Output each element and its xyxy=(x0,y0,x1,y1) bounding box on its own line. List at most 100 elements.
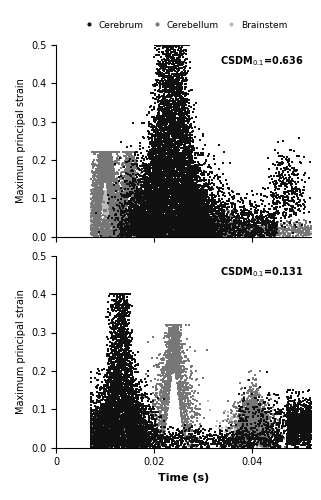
Point xyxy=(126,376,131,384)
Point xyxy=(196,205,201,213)
Point xyxy=(176,378,181,386)
Point xyxy=(301,411,306,419)
Point xyxy=(94,190,99,198)
Point xyxy=(88,430,93,438)
Point xyxy=(141,201,146,209)
Point xyxy=(106,416,111,424)
Point xyxy=(146,230,152,238)
Point xyxy=(129,334,134,342)
Point xyxy=(104,159,109,167)
Point xyxy=(98,418,103,426)
Point xyxy=(186,178,191,186)
Point xyxy=(166,179,171,187)
Point xyxy=(109,201,114,209)
Point xyxy=(162,422,167,430)
Point xyxy=(97,166,102,173)
Point xyxy=(121,290,126,298)
Point xyxy=(104,186,109,194)
Point xyxy=(178,215,183,223)
Point xyxy=(91,218,96,226)
Point xyxy=(305,416,310,424)
Point xyxy=(248,403,253,411)
Point xyxy=(152,228,157,236)
Point xyxy=(165,220,170,228)
Point xyxy=(136,224,142,232)
Point xyxy=(121,214,126,222)
Point xyxy=(187,425,192,433)
Point xyxy=(88,200,93,208)
Point xyxy=(173,342,178,350)
Point xyxy=(120,292,126,300)
Point xyxy=(129,152,134,160)
Point xyxy=(128,422,133,430)
Point xyxy=(307,410,312,418)
Point xyxy=(184,406,189,414)
Point xyxy=(98,224,103,232)
Point xyxy=(142,434,147,442)
Point xyxy=(161,429,166,437)
Point xyxy=(243,422,248,430)
Point xyxy=(115,415,120,423)
Point xyxy=(108,422,114,430)
Point xyxy=(156,158,161,166)
Point xyxy=(180,184,185,192)
Point xyxy=(110,230,116,237)
Point xyxy=(129,186,134,194)
Point xyxy=(169,182,174,190)
Point xyxy=(195,201,201,209)
Point xyxy=(164,41,169,49)
Point xyxy=(103,148,108,156)
Point xyxy=(141,405,146,413)
Point xyxy=(157,103,162,111)
Point xyxy=(118,220,124,228)
Point xyxy=(182,400,187,407)
Point xyxy=(129,228,134,236)
Point xyxy=(172,222,178,230)
Point xyxy=(100,435,105,443)
Point xyxy=(285,420,290,428)
Point xyxy=(180,208,185,216)
Point xyxy=(108,179,114,187)
Point xyxy=(160,141,165,149)
Point xyxy=(194,178,199,186)
Point xyxy=(88,443,93,451)
Point xyxy=(107,184,112,192)
Point xyxy=(101,432,106,440)
Point xyxy=(113,228,118,236)
Point xyxy=(112,436,117,444)
Point xyxy=(158,184,163,192)
Point xyxy=(129,392,134,400)
Point xyxy=(103,148,108,156)
Point xyxy=(132,156,137,164)
Point xyxy=(294,422,299,430)
Point xyxy=(191,216,196,224)
Point xyxy=(171,76,176,84)
Point xyxy=(278,152,283,160)
Point xyxy=(125,431,130,439)
Point xyxy=(193,429,198,437)
Point xyxy=(190,220,195,228)
Point xyxy=(153,216,159,224)
Point xyxy=(121,310,126,318)
Point xyxy=(130,199,135,207)
Point xyxy=(123,368,128,376)
Point xyxy=(168,125,173,133)
Point xyxy=(132,438,137,446)
Point xyxy=(199,227,204,235)
Point xyxy=(97,423,102,431)
Point xyxy=(225,214,230,222)
Point xyxy=(101,428,106,436)
Point xyxy=(174,346,179,354)
Point xyxy=(301,427,306,435)
Point xyxy=(301,419,306,427)
Point xyxy=(101,152,107,160)
Point xyxy=(177,52,182,60)
Point xyxy=(109,194,114,202)
Point xyxy=(126,428,131,436)
Point xyxy=(103,164,108,172)
Point xyxy=(102,148,107,156)
Point xyxy=(196,224,202,232)
Point xyxy=(127,149,132,157)
Point xyxy=(158,434,163,442)
Point xyxy=(158,411,163,419)
